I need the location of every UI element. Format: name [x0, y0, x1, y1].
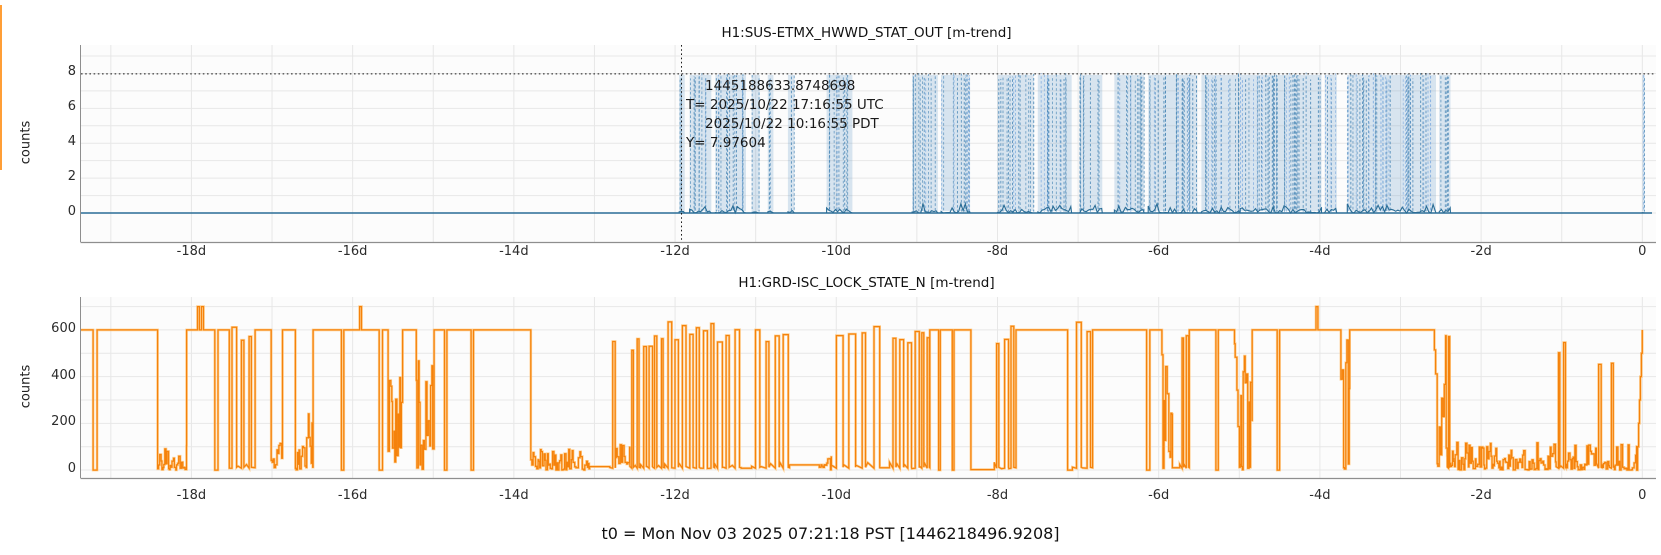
- x-tick-label: -4d: [1309, 244, 1331, 259]
- y-tick-label: 0: [67, 204, 76, 220]
- x-tick-label: -6d: [1148, 488, 1170, 503]
- x-tick-label: -2d: [1470, 244, 1492, 259]
- top-plot-title: H1:SUS-ETMX_HWWD_STAT_OUT [m-trend]: [721, 25, 1012, 41]
- y-tick-label: 200: [51, 414, 76, 430]
- x-tick-label: -2d: [1470, 488, 1492, 503]
- x-tick-label: -6d: [1148, 244, 1170, 259]
- x-tick-label: -16d: [337, 244, 368, 259]
- t0-label: t0 = Mon Nov 03 2025 07:21:18 PST [14462…: [601, 524, 1060, 543]
- x-tick-label: -12d: [660, 244, 690, 259]
- cursor-gps-label: 1445188633.8748698: [705, 78, 856, 94]
- x-tick-label: -8d: [986, 488, 1009, 503]
- y-tick-label: 4: [67, 134, 76, 150]
- y-tick-label: 600: [51, 320, 76, 336]
- x-tick-label: -4d: [1309, 488, 1331, 503]
- y-tick-label: 6: [67, 99, 76, 115]
- y-tick-label: 400: [51, 367, 76, 383]
- y-tick-label: 8: [67, 64, 76, 80]
- x-tick-label: 0: [1638, 488, 1647, 503]
- x-tick-label: 0: [1638, 244, 1647, 259]
- cursor-local-label: 2025/10/22 10:16:55 PDT: [705, 116, 879, 132]
- x-tick-label: -8d: [986, 244, 1009, 259]
- bottom-y-axis-label: counts: [18, 364, 34, 409]
- x-tick-label: -18d: [176, 244, 207, 259]
- y-tick-label: 2: [67, 169, 76, 185]
- x-tick-label: -12d: [660, 488, 690, 503]
- cursor-y-label: Y= 7.97604: [686, 135, 766, 151]
- x-tick-label: -10d: [821, 488, 852, 503]
- x-tick-label: -16d: [337, 488, 368, 503]
- x-tick-label: -14d: [499, 244, 529, 259]
- y-tick-label: 0: [67, 461, 76, 477]
- x-tick-label: -14d: [499, 488, 529, 503]
- x-tick-label: -18d: [176, 488, 207, 503]
- x-tick-label: -10d: [821, 244, 852, 259]
- cursor-utc-label: T= 2025/10/22 17:16:55 UTC: [686, 97, 884, 113]
- bottom-plot-title: H1:GRD-ISC_LOCK_STATE_N [m-trend]: [738, 275, 995, 291]
